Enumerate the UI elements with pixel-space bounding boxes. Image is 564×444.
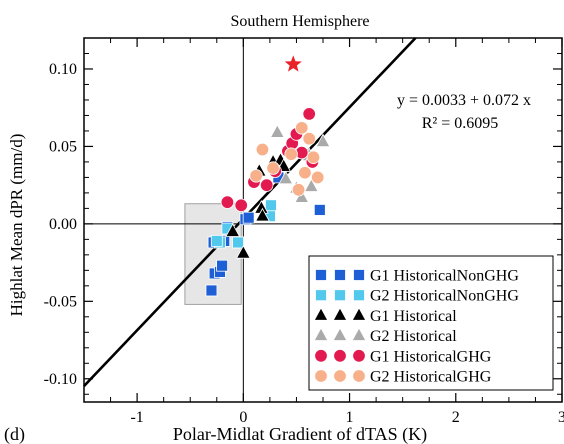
legend-marker-square <box>334 289 346 302</box>
y-tick-label: 0.10 <box>49 61 77 78</box>
legend-marker-triangle <box>351 327 367 341</box>
data-point-square <box>210 235 223 247</box>
legend-marker-circle <box>314 349 328 363</box>
legend-marker-triangle <box>313 307 329 321</box>
y-axis-label: Highlat Mean dPR (mm/d) <box>7 134 26 317</box>
data-point-circle <box>249 169 263 183</box>
data-point-triangle <box>303 178 319 192</box>
y-tick-label: 0.05 <box>49 138 77 155</box>
legend-label: G1 HistoricalNonGHG <box>370 268 519 285</box>
data-point-circle <box>234 198 248 212</box>
data-point-square <box>205 284 218 297</box>
legend-label: G2 Historical <box>370 328 457 345</box>
x-tick-label: -1 <box>130 409 143 426</box>
data-point-circle <box>302 131 316 146</box>
data-point-triangle <box>315 133 331 148</box>
data-point-circle <box>291 183 306 197</box>
x-axis-label: Polar-Midlat Gradient of dTAS (K) <box>173 424 427 444</box>
legend-marker-square <box>353 269 365 281</box>
data-point-circle <box>266 161 280 175</box>
x-tick-label: 0 <box>239 409 247 426</box>
data-point-circle <box>310 170 325 185</box>
legend-marker-circle <box>333 349 347 363</box>
panel-label: (d) <box>4 424 25 444</box>
data-point-square <box>313 204 326 216</box>
data-point-circle <box>302 107 316 121</box>
y-tick-label: -0.05 <box>44 293 77 310</box>
chart-title: Southern Hemisphere <box>230 13 369 30</box>
x-tick-label: 3 <box>558 409 564 426</box>
data-point-circle <box>255 142 270 157</box>
plot-frame <box>83 37 563 403</box>
legend-marker-square <box>315 289 327 302</box>
data-point-square <box>232 236 244 249</box>
legend-label: G1 Historical <box>370 308 457 325</box>
legend-marker-circle <box>352 369 366 383</box>
x-tick-label: 1 <box>346 409 354 426</box>
data-point-square <box>216 259 228 272</box>
legend-marker-circle <box>333 369 347 383</box>
data-point-square <box>265 199 277 212</box>
data-point-triangle <box>269 124 285 138</box>
legend-marker-square <box>334 269 346 281</box>
legend-marker-circle <box>314 369 328 383</box>
data-point-triangle <box>278 170 294 185</box>
legend-marker-triangle <box>313 327 329 341</box>
legend-label: G2 HistoricalNonGHG <box>370 288 519 305</box>
legend-marker-square <box>353 289 365 302</box>
data-point-circle <box>295 121 309 135</box>
x-tick-label: 2 <box>452 409 460 426</box>
fit-r-squared: R² = 0.6095 <box>422 115 499 132</box>
legend-marker-triangle <box>332 307 348 321</box>
legend-label: G1 HistoricalGHG <box>370 348 492 365</box>
data-point-circle <box>220 195 235 209</box>
y-tick-label: 0.00 <box>49 216 77 233</box>
legend-box <box>308 255 554 391</box>
legend-marker-square <box>315 269 327 281</box>
special-point-star <box>284 55 302 72</box>
data-point-circle <box>260 178 274 192</box>
legend-marker-circle <box>352 349 366 363</box>
legend-label: G2 HistoricalGHG <box>370 369 492 386</box>
data-point-circle <box>298 166 312 180</box>
data-point-square <box>242 211 255 224</box>
legend-marker-triangle <box>332 327 348 341</box>
data-point-triangle <box>225 223 241 237</box>
data-point-triangle <box>235 244 251 259</box>
legend-marker-triangle <box>351 307 367 321</box>
data-point-circle <box>284 147 298 161</box>
fit-equation: y = 0.0033 + 0.072 x <box>397 92 531 109</box>
data-point-triangle <box>255 207 270 222</box>
data-point-circle <box>306 150 321 164</box>
y-tick-label: -0.10 <box>44 371 77 388</box>
